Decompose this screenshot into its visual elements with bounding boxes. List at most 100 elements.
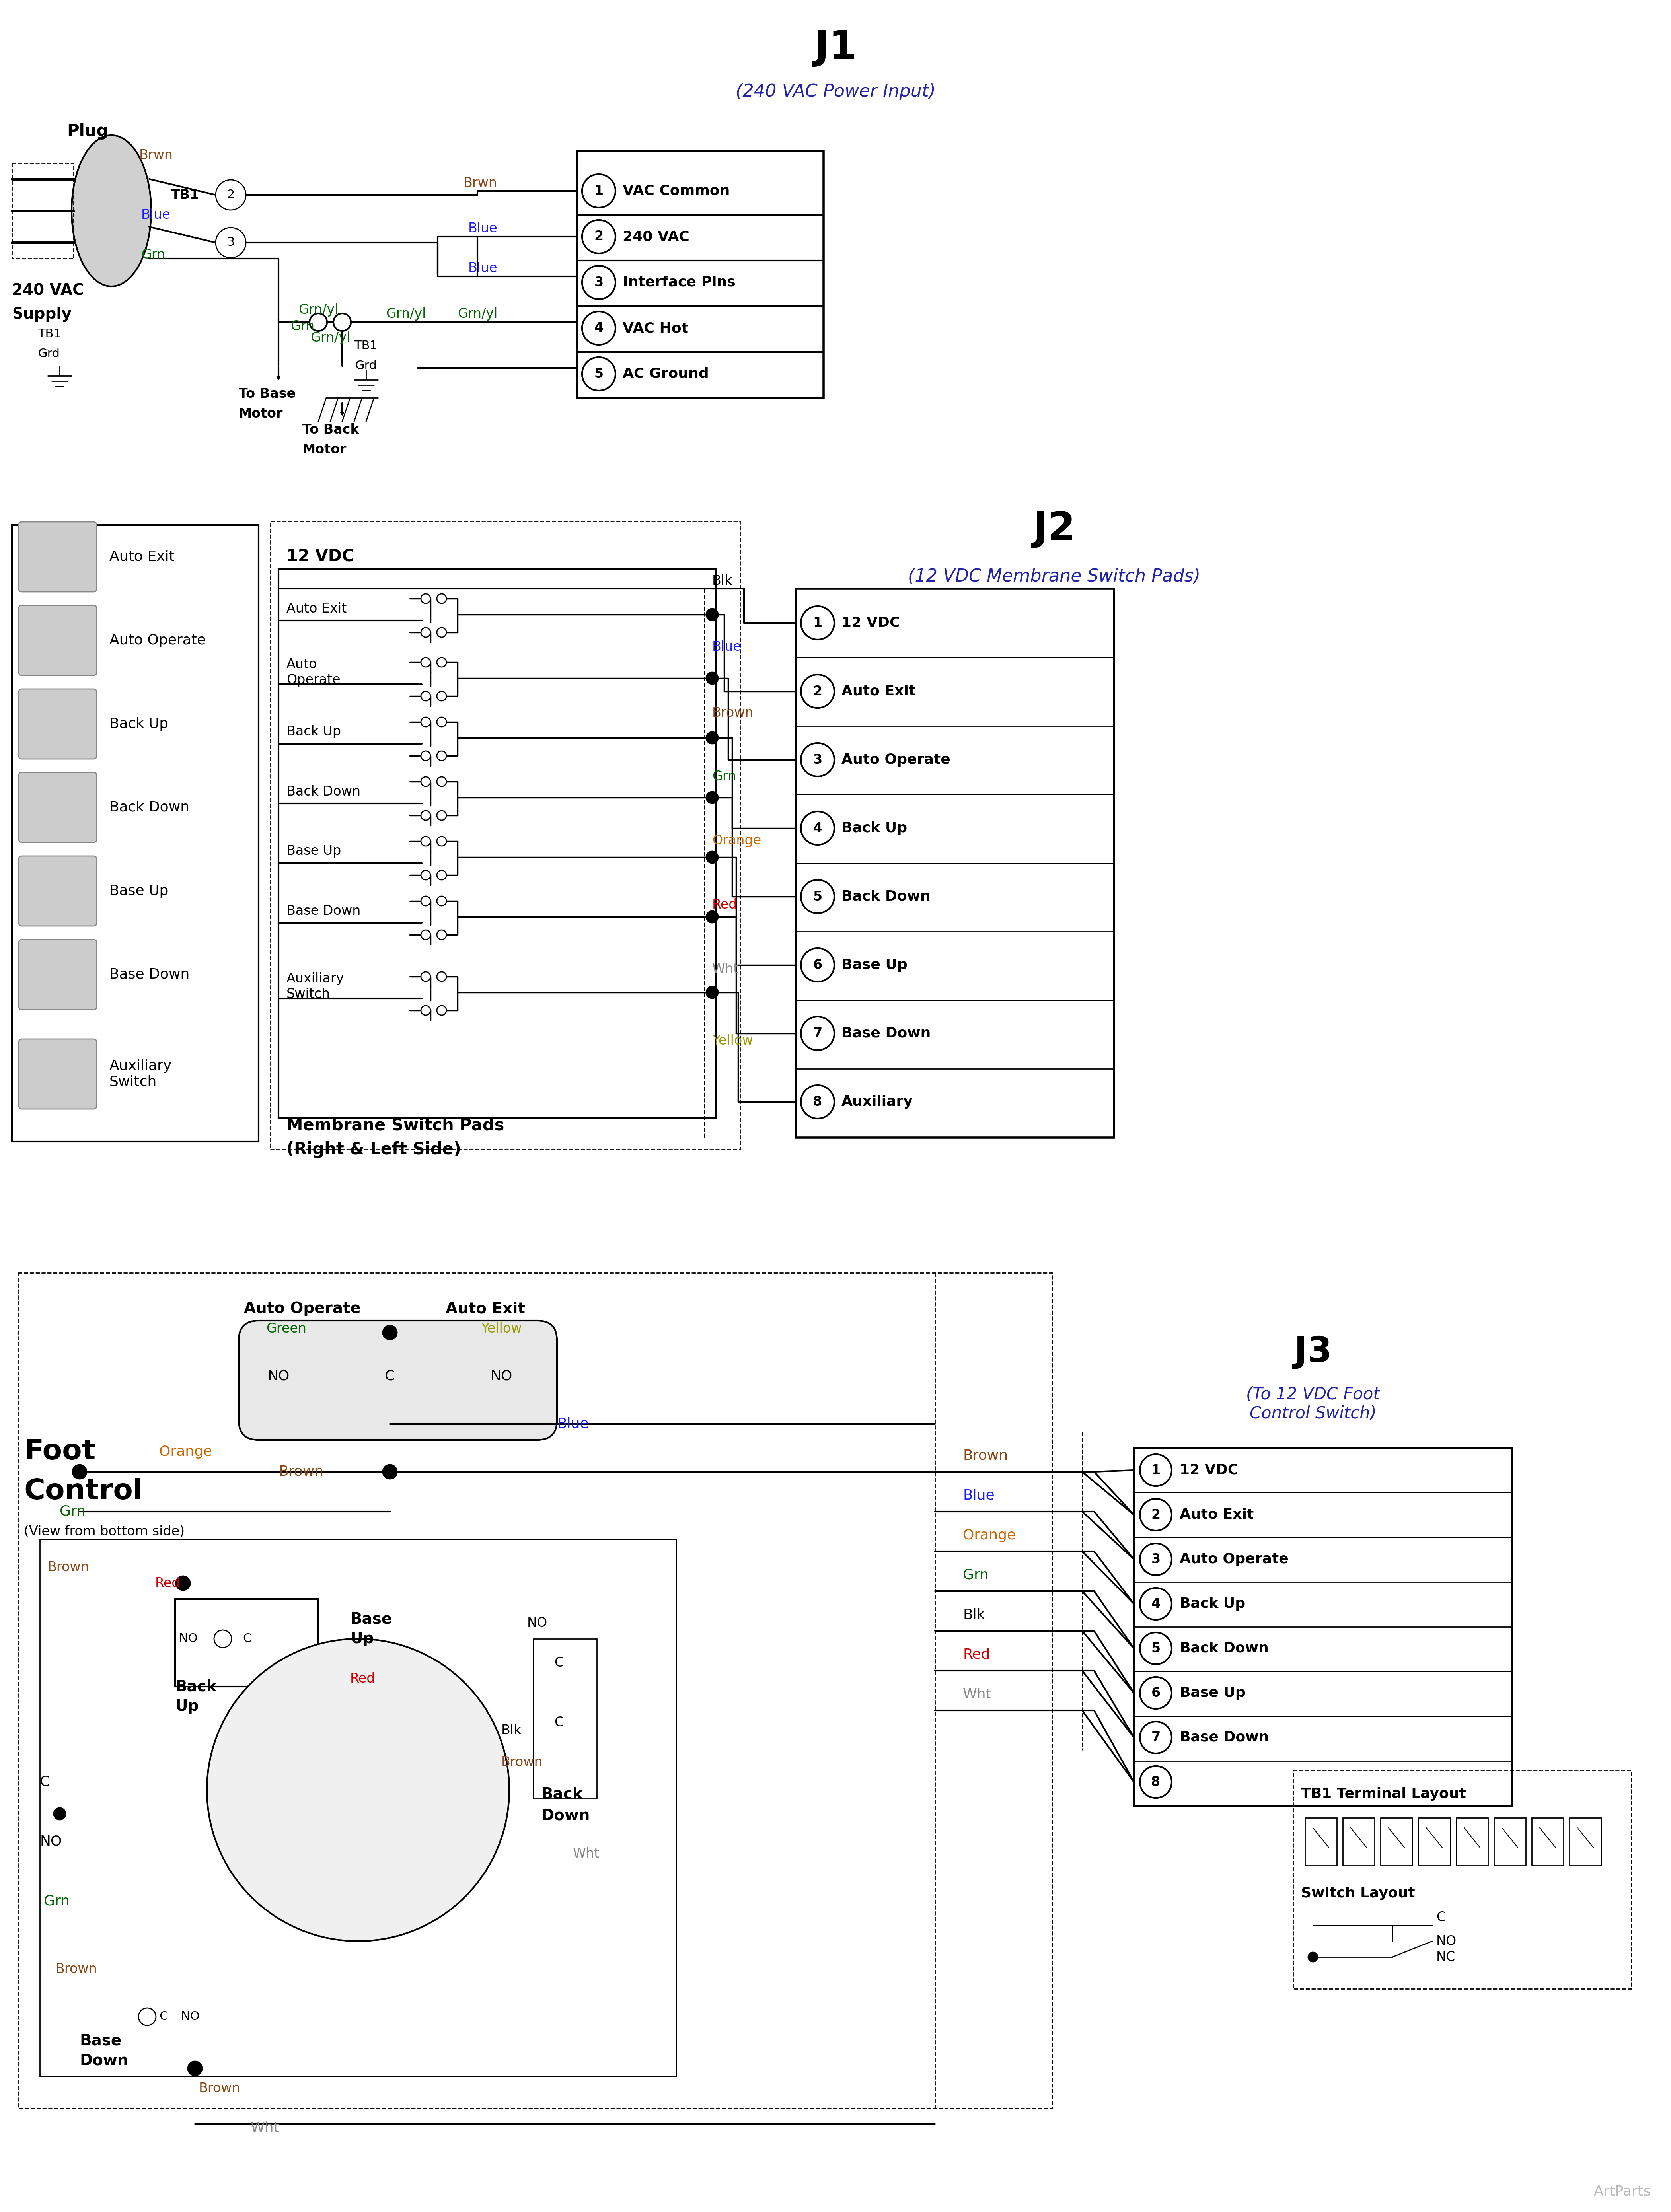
- Text: Back Up: Back Up: [109, 717, 169, 730]
- Text: Green: Green: [266, 1323, 306, 1336]
- Circle shape: [582, 265, 615, 299]
- Text: Back Up: Back Up: [1180, 1597, 1245, 1610]
- Text: Down: Down: [541, 1807, 590, 1823]
- Circle shape: [421, 628, 431, 637]
- Text: Orange: Orange: [962, 1528, 1016, 1542]
- Bar: [12, 524, 259, 1141]
- Text: Blue: Blue: [712, 639, 742, 653]
- Text: NO: NO: [1437, 1936, 1457, 1949]
- Text: Grn: Grn: [291, 319, 314, 332]
- Text: C: C: [242, 1632, 251, 1644]
- Text: Base Down: Base Down: [109, 969, 189, 982]
- FancyBboxPatch shape: [18, 856, 97, 927]
- Text: Brown: Brown: [199, 2081, 241, 2095]
- Text: Base Down: Base Down: [842, 1026, 931, 1040]
- Text: NO: NO: [526, 1617, 548, 1630]
- Text: Control: Control: [23, 1478, 142, 1506]
- Text: Back: Back: [541, 1787, 583, 1801]
- Text: Auto Operate: Auto Operate: [244, 1301, 361, 1316]
- Bar: [533, 1639, 597, 1798]
- Circle shape: [421, 692, 431, 701]
- Circle shape: [707, 672, 719, 684]
- Bar: [12, 164, 74, 259]
- Text: Brown: Brown: [55, 1962, 97, 1975]
- Circle shape: [436, 971, 446, 982]
- Text: Wht: Wht: [251, 2121, 279, 2135]
- FancyBboxPatch shape: [18, 772, 97, 843]
- Text: Supply: Supply: [12, 307, 72, 321]
- Circle shape: [139, 2008, 155, 2026]
- Text: Back Down: Back Down: [842, 889, 931, 902]
- Text: Grn: Grn: [712, 770, 737, 783]
- Text: Grn: Grn: [43, 1896, 70, 1909]
- Bar: [1135, 1449, 1512, 1805]
- Text: Blk: Blk: [501, 1723, 521, 1736]
- Circle shape: [436, 1006, 446, 1015]
- Text: Brwn: Brwn: [463, 177, 498, 190]
- Text: Back Up: Back Up: [286, 726, 341, 739]
- Circle shape: [582, 219, 615, 254]
- Text: 4: 4: [814, 821, 822, 834]
- Circle shape: [1140, 1677, 1171, 1710]
- Circle shape: [53, 1807, 65, 1820]
- Text: C: C: [1437, 1911, 1445, 1924]
- Text: Grn/yl: Grn/yl: [311, 332, 351, 345]
- Bar: [1494, 1818, 1526, 1865]
- Text: Motor: Motor: [302, 442, 346, 456]
- Circle shape: [800, 1086, 834, 1119]
- Circle shape: [1140, 1453, 1171, 1486]
- Circle shape: [421, 929, 431, 940]
- Text: 3: 3: [227, 237, 234, 248]
- Circle shape: [707, 732, 719, 743]
- Circle shape: [421, 776, 431, 787]
- Circle shape: [800, 880, 834, 914]
- Text: NO: NO: [490, 1369, 513, 1382]
- Text: TB1: TB1: [354, 341, 378, 352]
- Text: Yellow: Yellow: [712, 1035, 754, 1048]
- Text: 7: 7: [814, 1026, 822, 1040]
- Text: Brown: Brown: [712, 706, 754, 719]
- Text: Grn/yl: Grn/yl: [386, 307, 426, 321]
- Text: TB1 Terminal Layout: TB1 Terminal Layout: [1302, 1787, 1465, 1801]
- Bar: [1532, 1818, 1564, 1865]
- Circle shape: [800, 743, 834, 776]
- Circle shape: [421, 752, 431, 761]
- Text: Auto Exit: Auto Exit: [109, 551, 174, 564]
- Text: 240 VAC: 240 VAC: [623, 230, 690, 243]
- Text: 3: 3: [814, 752, 822, 765]
- Text: Auxiliary
Switch: Auxiliary Switch: [286, 973, 344, 1000]
- Circle shape: [436, 929, 446, 940]
- Circle shape: [175, 1575, 190, 1590]
- Text: NO: NO: [179, 1632, 197, 1644]
- Text: 3: 3: [1151, 1553, 1160, 1566]
- Text: Red: Red: [962, 1648, 989, 1661]
- Ellipse shape: [72, 135, 150, 285]
- Bar: [1419, 1818, 1450, 1865]
- Text: Grd: Grd: [38, 347, 60, 361]
- Text: Base Down: Base Down: [1180, 1730, 1268, 1745]
- Bar: [1305, 1818, 1337, 1865]
- Text: Red: Red: [712, 898, 737, 911]
- Circle shape: [214, 1630, 232, 1648]
- Text: Blk: Blk: [962, 1608, 984, 1621]
- Bar: [18, 1272, 1053, 2108]
- FancyBboxPatch shape: [18, 688, 97, 759]
- Text: Brwn: Brwn: [139, 148, 174, 161]
- Text: AC Ground: AC Ground: [623, 367, 709, 380]
- Circle shape: [1140, 1500, 1171, 1531]
- Text: Switch Layout: Switch Layout: [1302, 1887, 1415, 1900]
- Text: 4: 4: [1151, 1597, 1160, 1610]
- Text: 5: 5: [595, 367, 603, 380]
- Text: Red: Red: [155, 1577, 180, 1590]
- Circle shape: [436, 657, 446, 668]
- FancyBboxPatch shape: [18, 1040, 97, 1108]
- Text: Auto Exit: Auto Exit: [1180, 1509, 1253, 1522]
- Circle shape: [1140, 1588, 1171, 1619]
- Text: 12 VDC: 12 VDC: [842, 617, 901, 630]
- Text: Blue: Blue: [142, 208, 170, 221]
- Circle shape: [582, 312, 615, 345]
- Circle shape: [421, 810, 431, 821]
- Circle shape: [216, 228, 246, 259]
- Text: Interface Pins: Interface Pins: [623, 276, 735, 290]
- Text: Auto Operate: Auto Operate: [109, 633, 206, 648]
